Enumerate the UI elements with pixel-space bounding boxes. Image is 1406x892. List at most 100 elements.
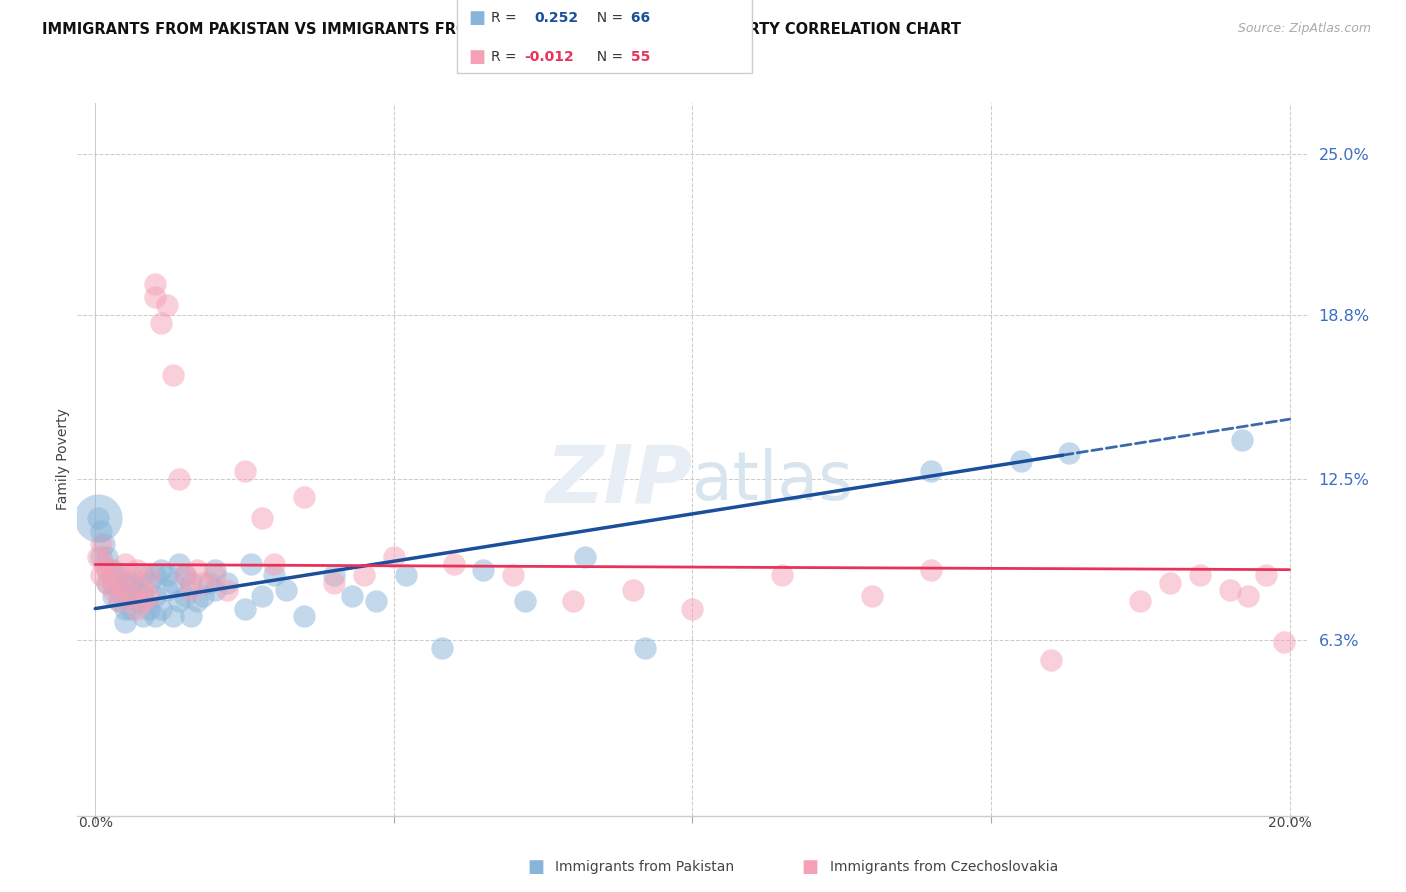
Point xyxy=(263,558,285,572)
Point xyxy=(125,563,148,577)
Point xyxy=(191,589,214,603)
Point xyxy=(125,594,148,608)
Point xyxy=(167,472,190,486)
Point xyxy=(621,583,644,598)
Point xyxy=(96,563,118,577)
Point xyxy=(167,594,190,608)
Text: ZIP: ZIP xyxy=(546,442,693,520)
Point xyxy=(162,609,184,624)
Point xyxy=(353,567,375,582)
Point xyxy=(1254,567,1277,582)
Point xyxy=(1189,567,1212,582)
Point xyxy=(108,594,131,608)
Point xyxy=(143,290,166,304)
Text: Source: ZipAtlas.com: Source: ZipAtlas.com xyxy=(1237,22,1371,36)
Point xyxy=(93,558,115,572)
Point xyxy=(96,563,118,577)
Point xyxy=(120,589,142,603)
Text: N =: N = xyxy=(588,11,623,25)
Point xyxy=(340,589,363,603)
Point xyxy=(1057,446,1080,460)
Point xyxy=(96,549,118,564)
Point xyxy=(167,558,190,572)
Point xyxy=(87,549,110,564)
Text: ■: ■ xyxy=(801,858,818,876)
Text: -0.012: -0.012 xyxy=(524,50,574,64)
Point xyxy=(132,609,155,624)
Point xyxy=(108,594,131,608)
Point xyxy=(114,615,136,629)
Text: atlas: atlas xyxy=(693,448,853,514)
Point xyxy=(101,583,124,598)
Point xyxy=(108,567,131,582)
Point xyxy=(215,583,238,598)
Point xyxy=(120,575,142,590)
Text: R =: R = xyxy=(491,11,524,25)
Point xyxy=(108,583,131,598)
Point xyxy=(1237,589,1260,603)
Text: Immigrants from Czechoslovakia: Immigrants from Czechoslovakia xyxy=(830,860,1057,874)
Point xyxy=(173,589,195,603)
Point xyxy=(149,563,172,577)
Point xyxy=(1272,635,1295,649)
Point xyxy=(173,567,195,582)
Point xyxy=(1010,453,1032,467)
Point xyxy=(364,594,387,608)
Point xyxy=(502,567,524,582)
Point xyxy=(143,277,166,292)
Point xyxy=(138,567,160,582)
Point xyxy=(430,640,453,655)
Point xyxy=(860,589,883,603)
Point xyxy=(143,589,166,603)
Point xyxy=(263,567,285,582)
Point xyxy=(239,558,262,572)
Point xyxy=(562,594,585,608)
Point xyxy=(276,583,298,598)
Point xyxy=(682,601,704,615)
Point xyxy=(770,567,793,582)
Point xyxy=(252,589,274,603)
Point xyxy=(1230,433,1253,447)
Text: IMMIGRANTS FROM PAKISTAN VS IMMIGRANTS FROM CZECHOSLOVAKIA FAMILY POVERTY CORREL: IMMIGRANTS FROM PAKISTAN VS IMMIGRANTS F… xyxy=(42,22,962,37)
Text: ■: ■ xyxy=(468,48,485,66)
Point xyxy=(920,464,942,478)
Point xyxy=(87,510,110,524)
Point xyxy=(96,575,118,590)
Y-axis label: Family Poverty: Family Poverty xyxy=(56,409,70,510)
Point xyxy=(125,581,148,595)
Point xyxy=(323,567,346,582)
Point xyxy=(149,316,172,330)
Point xyxy=(156,583,179,598)
Point xyxy=(920,563,942,577)
Point xyxy=(197,575,219,590)
Point xyxy=(143,567,166,582)
Point xyxy=(101,589,124,603)
Point xyxy=(323,575,346,590)
Point xyxy=(634,640,657,655)
Point xyxy=(108,575,131,590)
Point xyxy=(443,558,465,572)
Point xyxy=(96,575,118,590)
Point xyxy=(252,510,274,524)
Text: 0.252: 0.252 xyxy=(534,11,578,25)
Point xyxy=(132,589,155,603)
Point xyxy=(233,464,256,478)
Point xyxy=(186,563,208,577)
Point xyxy=(215,575,238,590)
Point xyxy=(138,575,160,590)
Point xyxy=(180,609,202,624)
Point xyxy=(173,567,195,582)
Point xyxy=(180,583,202,598)
Text: 20.0%: 20.0% xyxy=(1268,816,1312,830)
Text: ■: ■ xyxy=(468,9,485,27)
Point xyxy=(90,524,112,538)
Text: R =: R = xyxy=(491,50,520,64)
Point xyxy=(132,583,155,598)
Point xyxy=(114,583,136,598)
Point xyxy=(292,490,315,504)
Point xyxy=(395,567,418,582)
Point xyxy=(1129,594,1152,608)
Point xyxy=(156,298,179,312)
Point xyxy=(138,601,160,615)
Text: N =: N = xyxy=(588,50,623,64)
